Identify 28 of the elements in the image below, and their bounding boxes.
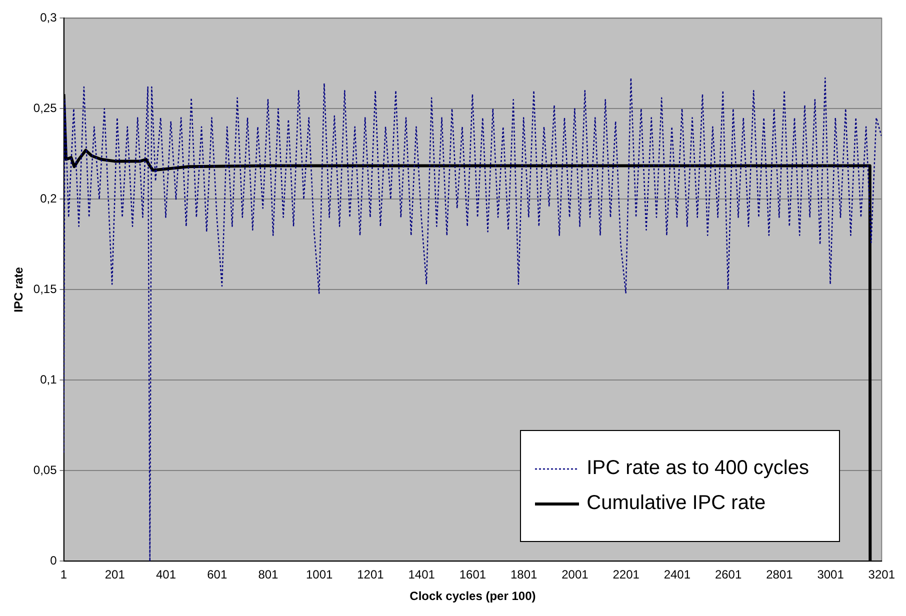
x-tick-label: 201 xyxy=(104,568,126,582)
x-tick-label: 2001 xyxy=(562,568,589,582)
y-tick-label: 0,05 xyxy=(33,463,58,478)
x-tick-label: 1801 xyxy=(510,568,538,582)
x-tick-label: 601 xyxy=(207,568,228,582)
x-tick-label: 1001 xyxy=(306,568,334,582)
x-tick-label: 1601 xyxy=(459,568,486,582)
x-tick-label: 801 xyxy=(258,568,279,582)
x-tick-label: 2401 xyxy=(664,568,691,582)
y-tick-label: 0,3 xyxy=(40,10,58,25)
x-tick-label: 3001 xyxy=(817,568,844,582)
legend-label: Cumulative IPC rate xyxy=(586,492,766,515)
x-axis-title: Clock cycles (per 100) xyxy=(410,589,536,604)
x-tick-label: 1 xyxy=(60,568,68,582)
y-tick-label: 0,15 xyxy=(33,282,58,296)
x-tick-label: 2601 xyxy=(714,568,742,582)
y-axis-title: IPC rate xyxy=(12,266,26,312)
x-tick-label: 2801 xyxy=(766,568,794,582)
y-tick-label: 0,1 xyxy=(40,372,58,387)
x-tick-label: 2201 xyxy=(612,568,640,582)
y-tick-label: 0 xyxy=(50,554,58,568)
x-tick-label: 3201 xyxy=(868,568,896,582)
x-tick-label: 1401 xyxy=(408,568,436,582)
legend-label: IPC rate as to 400 cycles xyxy=(586,457,809,480)
y-tick-label: 0,2 xyxy=(40,192,58,206)
x-tick-label: 1201 xyxy=(357,568,384,582)
y-tick-label: 0,25 xyxy=(33,101,58,116)
x-tick-label: 401 xyxy=(156,568,176,582)
